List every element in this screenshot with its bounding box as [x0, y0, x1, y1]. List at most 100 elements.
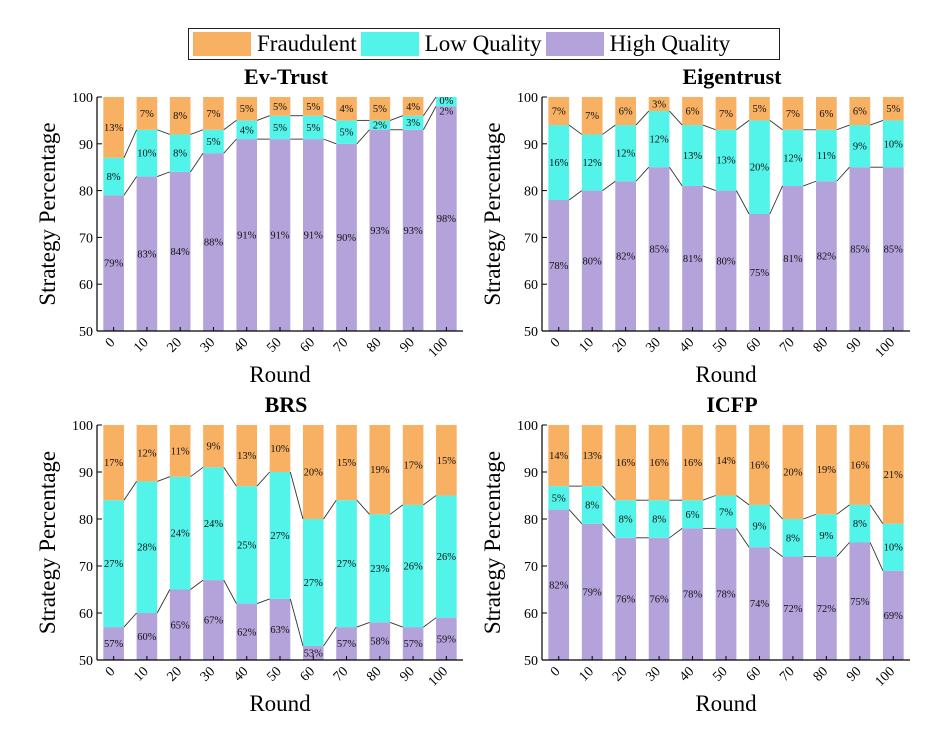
connector-line — [323, 626, 337, 647]
data-label-high-quality-10: 60% — [137, 632, 157, 643]
legend-swatch-low-quality — [360, 32, 419, 56]
data-label-fraudulent-70: 15% — [337, 458, 357, 469]
data-label-high-quality-60: 91% — [304, 231, 324, 242]
connector-line — [602, 124, 616, 135]
bar-low-quality-30 — [203, 467, 224, 581]
bar-low-quality-0 — [548, 486, 570, 510]
bar-high-quality-70 — [336, 143, 357, 331]
data-label-fraudulent-90: 17% — [403, 460, 423, 471]
connector-line — [423, 106, 437, 130]
bar-low-quality-80 — [815, 514, 837, 557]
data-label-low-quality-40: 13% — [683, 151, 703, 162]
connector-line — [870, 119, 884, 126]
legend-label-high-quality: High Quality — [609, 31, 731, 56]
data-label-low-quality-0: 27% — [104, 559, 124, 570]
x-tick-label: 70 — [777, 335, 798, 356]
data-label-fraudulent-70: 4% — [340, 104, 354, 115]
bar-low-quality-90 — [849, 504, 871, 543]
bar-fraudulent-100 — [882, 425, 904, 524]
x-tick-label: 40 — [677, 335, 698, 356]
y-tick-label: 60 — [524, 278, 538, 293]
x-tick-label: 80 — [364, 664, 385, 685]
x-tick-label: 30 — [643, 664, 664, 685]
data-label-low-quality-30: 12% — [649, 135, 669, 146]
x-tick-label: 60 — [298, 335, 319, 356]
bar-high-quality-10 — [581, 190, 603, 331]
y-tick-label: 90 — [524, 466, 538, 481]
data-label-high-quality-30: 67% — [204, 616, 224, 627]
y-tick-label: 90 — [524, 138, 538, 153]
connector-line — [769, 120, 783, 131]
connector-line — [323, 499, 337, 520]
data-label-low-quality-30: 24% — [204, 519, 224, 530]
data-label-high-quality-50: 78% — [716, 590, 736, 601]
data-label-low-quality-20: 12% — [616, 149, 636, 160]
y-tick-label: 50 — [524, 654, 538, 669]
x-tick-label: 0 — [103, 664, 119, 680]
data-label-low-quality-90: 8% — [853, 519, 867, 530]
connector-line — [123, 129, 138, 159]
connector-line — [836, 504, 850, 515]
bar-fraudulent-70 — [782, 97, 804, 130]
data-label-low-quality-90: 26% — [403, 562, 423, 573]
data-label-high-quality-0: 82% — [549, 580, 569, 591]
data-label-low-quality-80: 2% — [373, 121, 387, 132]
bar-fraudulent-40 — [236, 425, 258, 487]
data-label-low-quality-20: 24% — [171, 529, 191, 540]
bar-high-quality-50 — [269, 139, 291, 331]
data-label-fraudulent-40: 16% — [683, 458, 703, 469]
x-tick-label: 100 — [873, 664, 898, 689]
data-label-low-quality-10: 28% — [137, 543, 157, 554]
chart-panel-ev-trust: 79% 83% 84% 88% 91% 91% 91% 90% 93% 93% 98% 8% 10% 8%… — [35, 64, 463, 387]
data-label-fraudulent-60: 16% — [750, 460, 770, 471]
data-label-low-quality-0: 8% — [107, 172, 121, 183]
data-label-fraudulent-90: 6% — [853, 107, 867, 118]
legend-item-low-quality: Low Quality — [357, 29, 542, 59]
bar-fraudulent-60 — [749, 425, 770, 505]
data-label-low-quality-30: 5% — [206, 137, 220, 148]
data-label-low-quality-50: 7% — [719, 507, 733, 518]
bar-fraudulent-90 — [402, 97, 424, 116]
data-label-low-quality-100: 0% — [439, 96, 453, 107]
x-tick-label: 30 — [643, 335, 664, 356]
x-tick-label: 10 — [131, 335, 152, 356]
connector-line — [157, 476, 171, 482]
bar-fraudulent-20 — [615, 97, 637, 126]
bar-low-quality-60 — [302, 519, 324, 646]
data-label-fraudulent-20: 11% — [171, 446, 190, 457]
connector-line — [769, 185, 783, 215]
data-label-high-quality-0: 79% — [104, 259, 124, 270]
x-tick-label: 0 — [548, 664, 564, 680]
bar-low-quality-0 — [103, 157, 124, 196]
y-tick-label: 100 — [72, 419, 93, 434]
data-label-fraudulent-100: 5% — [886, 104, 900, 115]
data-label-high-quality-70: 57% — [337, 639, 357, 650]
data-label-high-quality-10: 80% — [583, 256, 603, 267]
data-label-low-quality-0: 5% — [552, 493, 566, 504]
data-label-low-quality-50: 5% — [273, 123, 287, 134]
connector-line — [602, 485, 616, 501]
connector-line — [423, 617, 437, 628]
y-tick-label: 50 — [79, 325, 93, 340]
data-label-low-quality-30: 8% — [652, 515, 666, 526]
connector-line — [769, 546, 783, 557]
connector-line — [769, 504, 783, 520]
data-label-high-quality-0: 57% — [104, 639, 124, 650]
x-tick-label: 10 — [131, 664, 152, 685]
x-tick-label: 30 — [198, 664, 219, 685]
connector-line — [869, 504, 884, 524]
connector-line — [568, 190, 583, 201]
bar-low-quality-90 — [402, 115, 424, 130]
bar-fraudulent-60 — [302, 425, 324, 519]
data-label-low-quality-80: 11% — [817, 151, 836, 162]
data-label-low-quality-60: 9% — [752, 522, 766, 533]
connector-line — [190, 466, 204, 478]
connector-line — [256, 115, 270, 121]
bar-fraudulent-40 — [682, 425, 703, 501]
x-tick-label: 0 — [548, 335, 564, 351]
bar-low-quality-50 — [269, 472, 291, 599]
connector-line — [803, 180, 817, 187]
data-label-high-quality-30: 88% — [204, 238, 224, 249]
legend-swatch-high-quality — [545, 32, 604, 56]
